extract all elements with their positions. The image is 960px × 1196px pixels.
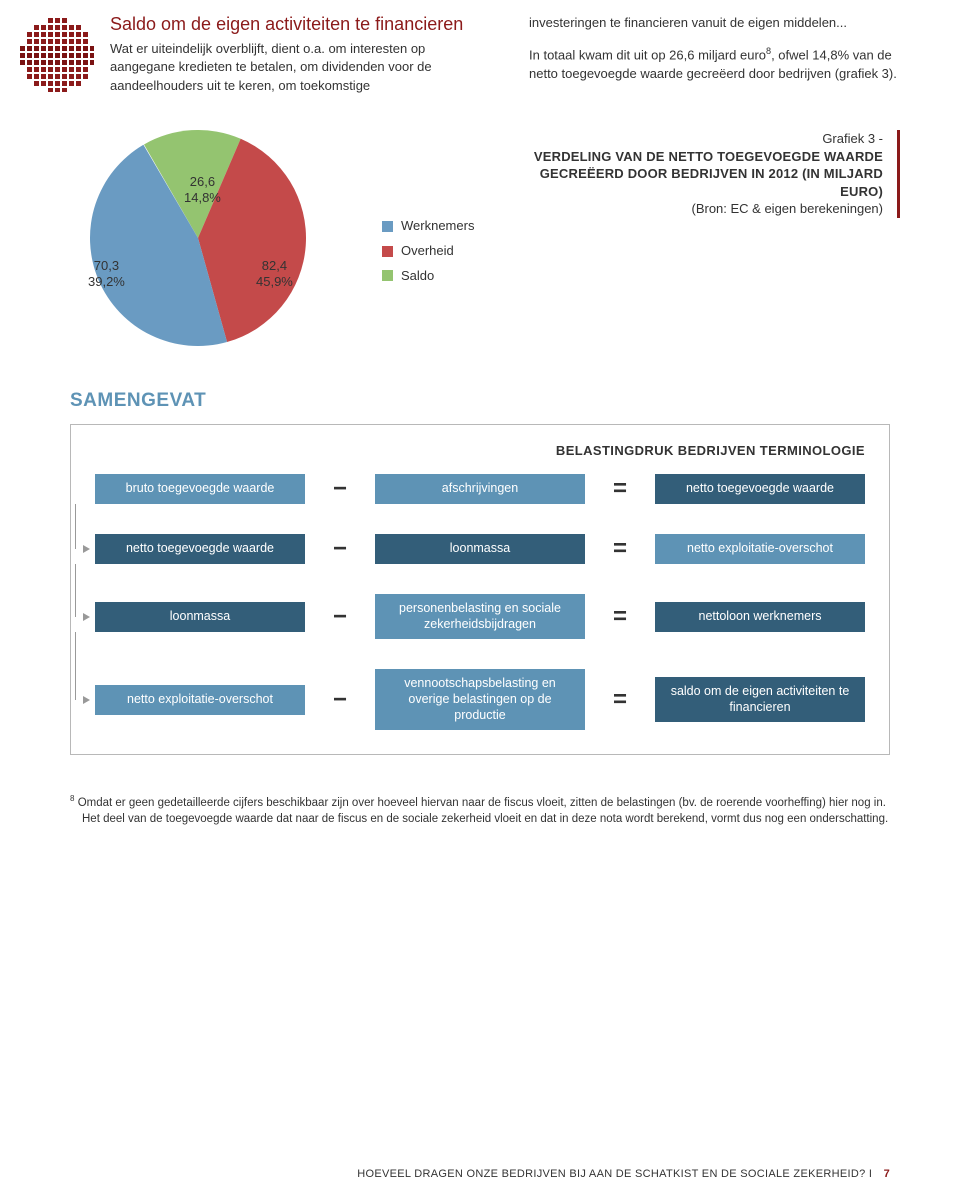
- legend-item: Werknemers: [382, 214, 474, 239]
- minus-icon: −: [325, 475, 355, 503]
- intro-text-left: Wat er uiteindelijk overblijft, dient o.…: [110, 40, 481, 97]
- legend-swatch: [382, 221, 393, 232]
- equals-icon: =: [605, 686, 635, 714]
- equals-icon: =: [605, 603, 635, 631]
- chart-area: 26,614,8% 70,339,2% 82,445,9% Werknemers…: [60, 130, 900, 380]
- equation-row: netto toegevoegde waarde − loonmassa = n…: [95, 534, 865, 564]
- term-b: personenbelasting en sociale zekerheidsb…: [375, 594, 585, 639]
- pie-label-overheid: 70,339,2%: [88, 258, 125, 291]
- chart-legend: Werknemers Overheid Saldo: [382, 214, 474, 288]
- legend-item: Saldo: [382, 264, 474, 289]
- term-c: netto toegevoegde waarde: [655, 474, 865, 504]
- page-footer: HOEVEEL DRAGEN ONZE BEDRIJVEN BIJ AAN DE…: [357, 1168, 890, 1180]
- term-b: vennootschapsbelasting en overige belast…: [375, 669, 585, 730]
- term-a: netto exploitatie-overschot: [95, 685, 305, 715]
- footnote: 8 Omdat er geen gedetailleerde cijfers b…: [70, 793, 890, 827]
- pie-label-werknemers: 82,445,9%: [256, 258, 293, 291]
- term-c: netto exploitatie-overschot: [655, 534, 865, 564]
- summary-heading: SAMENGEVAT: [70, 390, 960, 412]
- term-a: loonmassa: [95, 602, 305, 632]
- intro-text-right-2: In totaal kwam dit uit op 26,6 miljard e…: [529, 45, 900, 84]
- term-a: bruto toegevoegde waarde: [95, 474, 305, 504]
- intro-columns: Saldo om de eigen activiteiten te financ…: [0, 0, 960, 96]
- term-b: loonmassa: [375, 534, 585, 564]
- pie-chart: 26,614,8% 70,339,2% 82,445,9%: [90, 130, 306, 346]
- legend-label: Werknemers: [401, 214, 474, 239]
- equation-row: bruto toegevoegde waarde − afschrijvinge…: [95, 474, 865, 504]
- section-title: Saldo om de eigen activiteiten te financ…: [110, 14, 481, 36]
- equation-row: loonmassa − personenbelasting en sociale…: [95, 594, 865, 639]
- minus-icon: −: [325, 535, 355, 563]
- brand-logo: [20, 18, 94, 92]
- legend-label: Saldo: [401, 264, 434, 289]
- minus-icon: −: [325, 686, 355, 714]
- summary-box: BELASTINGDRUK BEDRIJVEN TERMINOLOGIE bru…: [70, 424, 890, 755]
- equals-icon: =: [605, 535, 635, 563]
- legend-swatch: [382, 246, 393, 257]
- summary-box-title: BELASTINGDRUK BEDRIJVEN TERMINOLOGIE: [95, 443, 865, 458]
- equation-row: netto exploitatie-overschot − vennootsch…: [95, 669, 865, 730]
- term-c: saldo om de eigen activiteiten te financ…: [655, 677, 865, 722]
- legend-swatch: [382, 270, 393, 281]
- term-c: nettoloon werknemers: [655, 602, 865, 632]
- term-a: netto toegevoegde waarde: [95, 534, 305, 564]
- minus-icon: −: [325, 603, 355, 631]
- legend-item: Overheid: [382, 239, 474, 264]
- pie-label-saldo: 26,614,8%: [184, 174, 221, 207]
- term-b: afschrijvingen: [375, 474, 585, 504]
- legend-label: Overheid: [401, 239, 454, 264]
- chart-title: Grafiek 3 - VERDELING VAN DE NETTO TOEGE…: [520, 130, 900, 218]
- intro-text-right-1: investeringen te financieren vanuit de e…: [529, 14, 900, 33]
- equals-icon: =: [605, 475, 635, 503]
